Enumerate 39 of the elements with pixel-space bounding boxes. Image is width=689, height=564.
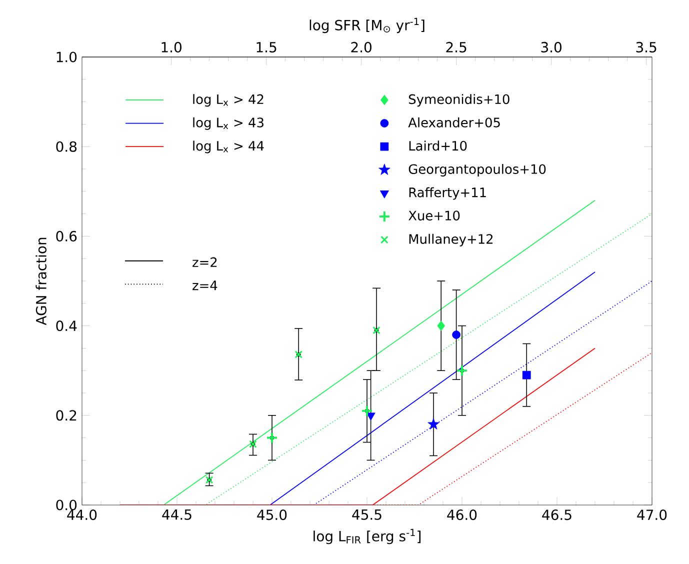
legend-label: log L$_{x}$ > 44: [193, 140, 264, 154]
y-tick-label: 0.8: [56, 141, 77, 152]
point: [437, 320, 446, 331]
x-tick-label: 44.5: [162, 510, 192, 520]
annotation: z=4: [192, 280, 218, 290]
y-tick-label: 0.2: [56, 410, 76, 421]
point: [266, 432, 278, 444]
x-tick-label: 46.0: [447, 510, 477, 520]
y-axis-title: AGN fraction: [36, 238, 46, 326]
x2-tick-label: 3.0: [541, 42, 562, 52]
x2-tick-label: 1.5: [256, 42, 276, 52]
x2-axis-title: log SFR [M$_{⊙}$ yr$^{-1}$]: [310, 18, 424, 34]
y-tick-label: 0.4: [56, 320, 77, 332]
y-tick-label: 0.6: [56, 230, 77, 242]
x2-tick-label: 2.5: [446, 42, 466, 52]
x-axis-title: log L$_{FIR}$ [erg s$^{-1}$]: [314, 528, 421, 544]
legend-label: Laird+10: [409, 140, 467, 151]
legend-label: Xue+10: [408, 210, 460, 220]
legend-label: Rafferty+11: [409, 187, 486, 200]
point: [428, 418, 440, 430]
y-tick-label: 1.0: [56, 52, 77, 62]
y-tick-label: 0.0: [56, 500, 77, 510]
annotation: z=2: [192, 257, 217, 267]
x-tick-label: 46.5: [542, 510, 572, 520]
legend-label: Alexander+05: [408, 117, 500, 128]
x2-tick-label: 1.0: [162, 42, 182, 52]
x2-tick-label: 2.0: [351, 42, 372, 52]
legend-label: Symeonidis+10: [408, 94, 510, 107]
legend-label: Georgantopoulos+10: [408, 164, 546, 176]
x-tick-label: 45.5: [352, 510, 382, 520]
x-tick-label: 44.0: [67, 510, 97, 520]
x-tick-label: 45.0: [257, 510, 287, 520]
legend-label: log L$_{x}$ > 43: [193, 117, 264, 130]
x2-tick-label: 3.5: [636, 42, 656, 52]
x-tick-label: 47.0: [637, 510, 667, 520]
legend-label: log L$_{x}$ > 42: [193, 94, 264, 107]
legend-label: Mullaney+12: [409, 234, 493, 246]
point: [361, 404, 373, 417]
point: [456, 364, 468, 377]
